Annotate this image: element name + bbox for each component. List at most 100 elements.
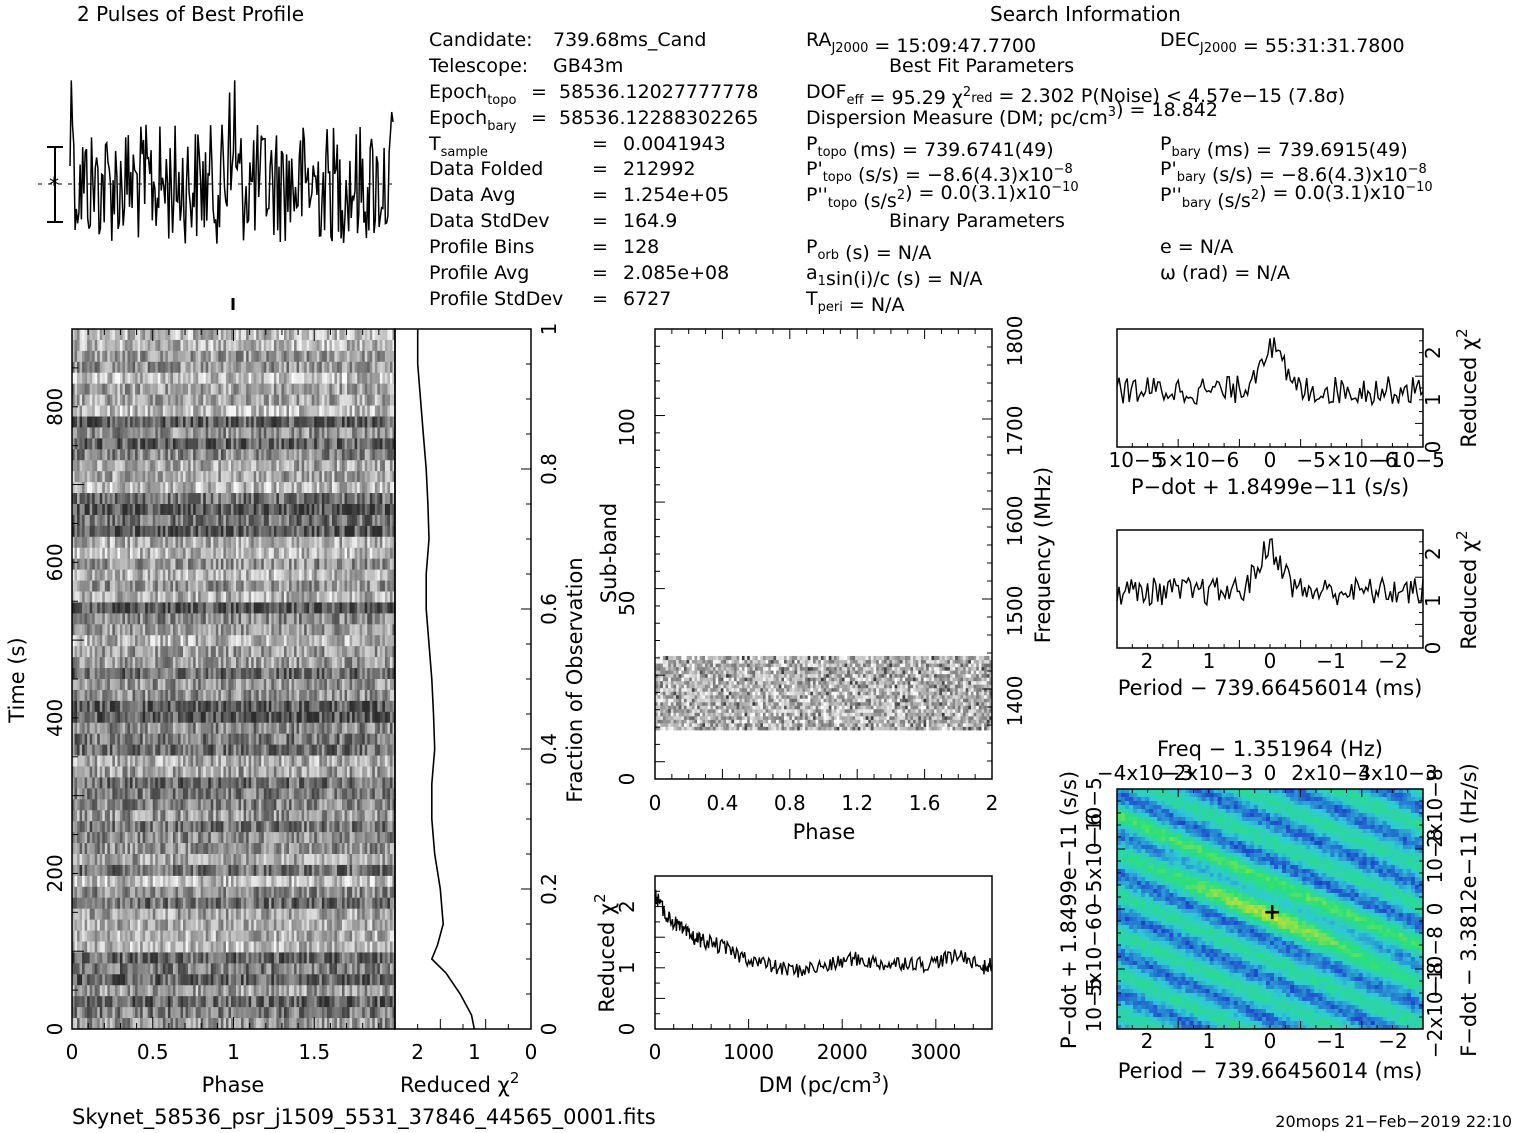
tperi-value: Tperi = N/A bbox=[805, 288, 904, 316]
sb-phase-tick: 2 bbox=[986, 791, 999, 815]
omega-value: ω (rad) = N/A bbox=[1160, 262, 1290, 284]
info-label: Epochbary bbox=[429, 107, 517, 134]
pdot-ylabel: Reduced χ2 bbox=[1453, 328, 1481, 447]
ptopo-value: Ptopo (ms) = 739.6741(49) bbox=[806, 133, 1054, 161]
asini-value: a1sin(i)/c (s) = N/A bbox=[806, 262, 982, 290]
info-value: 6727 bbox=[623, 288, 671, 310]
search-info-title: Search Information bbox=[990, 2, 1181, 26]
info-label: Profile StdDev bbox=[429, 288, 563, 310]
info-value: 212992 bbox=[623, 158, 696, 180]
svg-text:=: = bbox=[592, 184, 608, 206]
info-left: Candidate: 739.68ms_Cand Telescope: GB43m Ep… bbox=[428, 29, 758, 310]
chi2-x-tick: 10−5 bbox=[1109, 448, 1164, 472]
svg-text:=: = bbox=[531, 107, 547, 129]
reduced-chi2-label-bottom: Reduced χ2 bbox=[400, 1069, 519, 1097]
pp-y-tick: −10−5 bbox=[1082, 777, 1106, 849]
svg-text:=: = bbox=[592, 262, 608, 284]
pp-right-tick: 10−8 bbox=[1423, 829, 1447, 884]
dm-ylabel: Reduced χ2 bbox=[591, 893, 619, 1012]
subband-tick: 50 bbox=[615, 590, 639, 615]
dm-xlabel: DM (pc/cm3) bbox=[759, 1069, 890, 1097]
pp-x-tick: −2 bbox=[1378, 1029, 1407, 1053]
pp-right-tick: 0 bbox=[1423, 903, 1447, 916]
binary-title: Binary Parameters bbox=[889, 210, 1065, 232]
time-axis-label: Time (s) bbox=[5, 637, 29, 723]
chi2-tick: 0 bbox=[525, 1040, 538, 1064]
pp-right-tick: 2x10−8 bbox=[1423, 768, 1447, 848]
info-value: 0.0041943 bbox=[623, 133, 726, 155]
info-label: Data StdDev bbox=[429, 210, 550, 232]
svg-text:=: = bbox=[531, 81, 547, 103]
pbary-value: Pbary (ms) = 739.6915(49) bbox=[1160, 133, 1408, 161]
pp-x-tick: 0 bbox=[1264, 1029, 1277, 1053]
freq-tick: 1500 bbox=[1003, 586, 1027, 637]
sb-phase-tick: 0 bbox=[649, 791, 662, 815]
pp-top-tick: 4x10−3 bbox=[1358, 761, 1438, 785]
info-label: Profile Avg bbox=[429, 262, 529, 284]
chi2-x-tick: 0 bbox=[1264, 649, 1277, 673]
info-label: Tsample bbox=[428, 133, 488, 160]
pdot-xlabel: P−dot + 1.8499e−11 (s/s) bbox=[1131, 475, 1409, 499]
pdtopo-value: P'topo (s/s) = −8.6(4.3)x10−8 bbox=[806, 158, 1073, 186]
chi2-y-tick: 2 bbox=[1421, 547, 1445, 560]
dm-tick: 1000 bbox=[723, 1040, 774, 1064]
period-xlabel: Period − 739.66456014 (ms) bbox=[1118, 676, 1423, 700]
chi2-tick: 1 bbox=[468, 1040, 481, 1064]
sb-phase-tick: 1.2 bbox=[841, 791, 873, 815]
dm-tick: 2000 bbox=[817, 1040, 868, 1064]
profile-line bbox=[69, 80, 394, 244]
svg-text:=: = bbox=[592, 158, 608, 180]
info-label: Candidate: bbox=[429, 29, 533, 51]
pp-y-tick: 5x10−6 bbox=[1082, 917, 1106, 997]
dm-tick: 0 bbox=[649, 1040, 662, 1064]
profile-title: 2 Pulses of Best Profile bbox=[77, 2, 304, 26]
info-label: Epochtopo bbox=[429, 81, 516, 108]
info-value: 164.9 bbox=[623, 210, 677, 232]
chi2-x-tick: 0 bbox=[1264, 448, 1277, 472]
dm-chi2-tick: 2 bbox=[615, 900, 639, 913]
pp-x-tick: 1 bbox=[1203, 1029, 1216, 1053]
chi2-y-tick: 1 bbox=[1421, 393, 1445, 406]
chi2-x-tick: −10−5 bbox=[1373, 448, 1445, 472]
dm-value: Dispersion Measure (DM; pc/cm3) = 18.842 bbox=[806, 99, 1218, 129]
time-chi2-line bbox=[416, 329, 476, 1030]
svg-text:=: = bbox=[592, 210, 608, 232]
period-panel: 2 1 0 −1 −2 0 1 2 Period − 739.66456014 (ms) Re… bbox=[1116, 529, 1481, 700]
chi2-tick: 2 bbox=[411, 1040, 424, 1064]
pp-top-tick: 2x10−3 bbox=[1291, 761, 1371, 785]
dm-panel: 0 1000 2000 3000 0 1 2 Reduced χ2 DM (pc/cm3) bbox=[591, 875, 993, 1097]
p-pdot-title: Freq − 1.351964 (Hz) bbox=[1157, 737, 1383, 761]
info-label: Data Folded bbox=[429, 158, 543, 180]
info-value: 58536.12027777778 bbox=[559, 81, 758, 103]
svg-text:=: = bbox=[592, 236, 608, 258]
freq-tick: 1600 bbox=[1003, 496, 1027, 547]
chi2-x-tick: −2 bbox=[1378, 649, 1407, 673]
dm-chi2-tick: 1 bbox=[615, 961, 639, 974]
p-pdot-ylabel: P−dot + 1.8499e−11 (s/s) bbox=[1057, 771, 1081, 1049]
frequency-axis-label: Frequency (MHz) bbox=[1031, 467, 1055, 643]
info-value: 2.085e+08 bbox=[623, 262, 729, 284]
timestamp: 20mops 21−Feb−2019 22:10 bbox=[1275, 1112, 1512, 1131]
subband-tick: 100 bbox=[615, 408, 639, 446]
fraction-tick: 0.8 bbox=[537, 453, 561, 485]
time-tick: 600 bbox=[43, 543, 67, 581]
freq-tick: 1700 bbox=[1003, 406, 1027, 457]
svg-text:=: = bbox=[592, 133, 608, 155]
dec-value: DECJ2000 = 55:31:31.7800 bbox=[1160, 29, 1405, 57]
phase-axis-label: Phase bbox=[202, 1073, 265, 1097]
p-pdot-best-marker: + bbox=[1263, 900, 1281, 925]
info-value: GB43m bbox=[553, 55, 623, 77]
chi2-y-tick: 1 bbox=[1421, 594, 1445, 607]
period-chi2-line bbox=[1116, 538, 1424, 607]
sb-phase-tick: 0.4 bbox=[706, 791, 738, 815]
dm-chi2-tick: 0 bbox=[615, 1023, 639, 1036]
time-tick: 0 bbox=[43, 1023, 67, 1036]
fraction-tick: 0 bbox=[537, 1023, 561, 1036]
p-pdot-xlabel: Period − 739.66456014 (ms) bbox=[1118, 1059, 1423, 1083]
pp-top-tick: −2x10−3 bbox=[1157, 761, 1253, 785]
p-pdot-ylabel2: F−dot − 3.3812e−11 (Hz/s) bbox=[1457, 763, 1481, 1057]
subband-phase-label: Phase bbox=[793, 820, 856, 844]
subband-panel: 0 0.4 0.8 1.2 1.6 2 0 50 100 1400 1500 1600 1700 1800… bbox=[597, 316, 1055, 844]
